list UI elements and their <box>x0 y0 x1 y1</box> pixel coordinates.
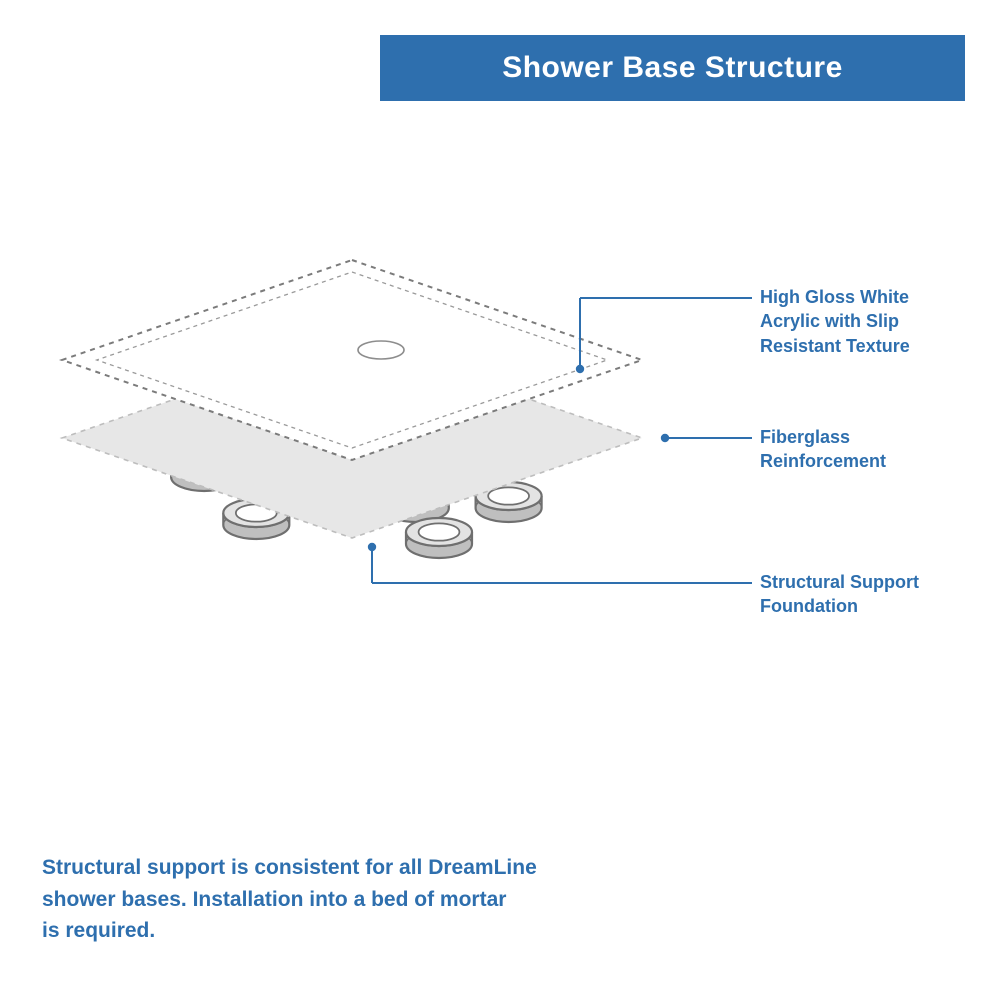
exploded-diagram <box>0 0 1000 1000</box>
leader-dot <box>661 434 669 442</box>
leader-dot <box>576 365 584 373</box>
footer-note: Structural support is consistent for all… <box>42 852 682 947</box>
support-ring-hole <box>419 523 460 540</box>
support-ring-hole <box>488 487 529 504</box>
callout-top-layer: High Gloss WhiteAcrylic with SlipResista… <box>760 285 960 358</box>
leader-dot <box>368 543 376 551</box>
callout-mid-layer: FiberglassReinforcement <box>760 425 960 474</box>
callout-feet: Structural SupportFoundation <box>760 570 960 619</box>
